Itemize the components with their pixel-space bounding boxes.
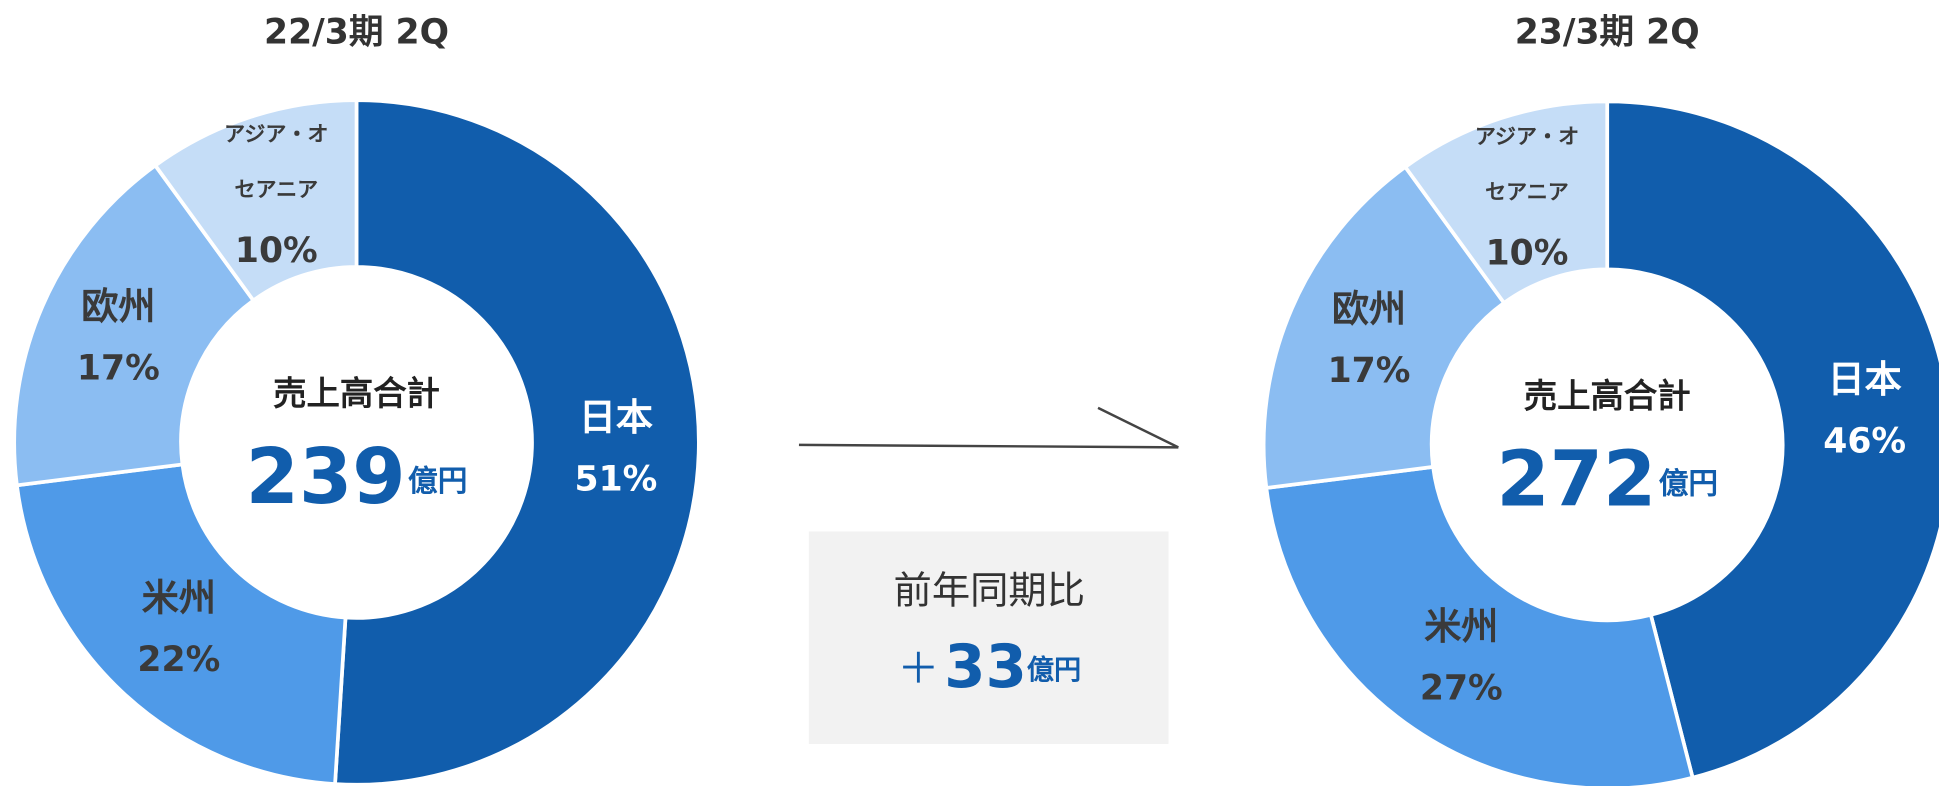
slice-value: 17% bbox=[1327, 349, 1411, 390]
slice-category: 米州 bbox=[1424, 605, 1499, 649]
slice-label: 日本 46% bbox=[1791, 326, 1939, 499]
slice-category: アジア・オセアニア bbox=[224, 122, 329, 203]
slice-value: 10% bbox=[234, 229, 318, 271]
slice-value: 27% bbox=[1419, 666, 1503, 708]
comparison-value: ＋ 33億円 bbox=[897, 632, 1081, 701]
total-number: 239 bbox=[246, 433, 406, 522]
total-unit: 億円 bbox=[1659, 465, 1718, 500]
slice-label-box: 欧州 17% bbox=[44, 253, 192, 426]
slice-category: 日本 bbox=[1827, 357, 1902, 402]
slice-label: 米州 27% bbox=[1387, 573, 1535, 746]
total-unit: 億円 bbox=[408, 462, 467, 497]
chart-title: 23/3期 2Q bbox=[1515, 12, 1700, 52]
slice-value: 46% bbox=[1823, 419, 1907, 461]
center-label: 売上高合計 bbox=[1524, 376, 1691, 415]
slice-category: 米州 bbox=[141, 577, 216, 621]
slice-label: 米州 22% bbox=[105, 545, 253, 718]
slice-label-box: 日本 51% bbox=[542, 364, 690, 537]
center-total: 272 億円 bbox=[1496, 435, 1718, 524]
donut-slice bbox=[12, 162, 256, 488]
donut-slice bbox=[1261, 164, 1507, 491]
slice-value: 51% bbox=[574, 457, 658, 499]
comparison-number: 33 bbox=[944, 632, 1027, 701]
slice-category: アジア・オセアニア bbox=[1474, 125, 1580, 205]
donut-slice bbox=[1402, 99, 1610, 306]
comparison-box bbox=[808, 531, 1169, 744]
slice-label-box: アジア・オセアニア 10% bbox=[1453, 112, 1601, 285]
donut-slice bbox=[14, 462, 348, 786]
slice-category: 欧州 bbox=[81, 284, 156, 329]
donut-slice bbox=[333, 98, 701, 786]
slice-label-box: 米州 27% bbox=[1387, 573, 1535, 746]
comparison-unit: 億円 bbox=[1027, 655, 1081, 686]
comparison-label: 前年同期比 bbox=[894, 569, 1086, 614]
comparison-sign: ＋ bbox=[897, 644, 939, 693]
slice-label: 日本 51% bbox=[542, 364, 690, 537]
slice-value: 17% bbox=[76, 346, 160, 388]
donut-slice bbox=[1264, 464, 1695, 786]
slice-category: 日本 bbox=[578, 396, 653, 440]
slice-label: アジア・オセアニア 10% bbox=[202, 109, 350, 282]
center-total: 239 億円 bbox=[246, 433, 468, 522]
slice-label: 欧州 17% bbox=[1295, 255, 1443, 428]
slice-label-box: 日本 46% bbox=[1791, 326, 1939, 499]
center-label: 売上高合計 bbox=[273, 374, 440, 413]
slice-label: アジア・オセアニア 10% bbox=[1453, 112, 1601, 285]
slice-value: 22% bbox=[137, 638, 221, 680]
arrow-line bbox=[798, 443, 1179, 449]
total-number: 272 bbox=[1496, 435, 1656, 524]
donut-slice bbox=[1605, 99, 1939, 780]
chart-title: 22/3期 2Q bbox=[264, 12, 449, 52]
slice-value: 10% bbox=[1485, 232, 1569, 273]
donut-slice bbox=[152, 98, 359, 304]
arrow-head bbox=[1097, 406, 1179, 449]
slice-label-box: アジア・オセアニア 10% bbox=[202, 109, 350, 282]
slice-label-box: 米州 22% bbox=[105, 545, 253, 718]
slice-category: 欧州 bbox=[1331, 287, 1407, 331]
slice-label-box: 欧州 17% bbox=[1295, 255, 1443, 428]
slice-label: 欧州 17% bbox=[44, 253, 192, 426]
